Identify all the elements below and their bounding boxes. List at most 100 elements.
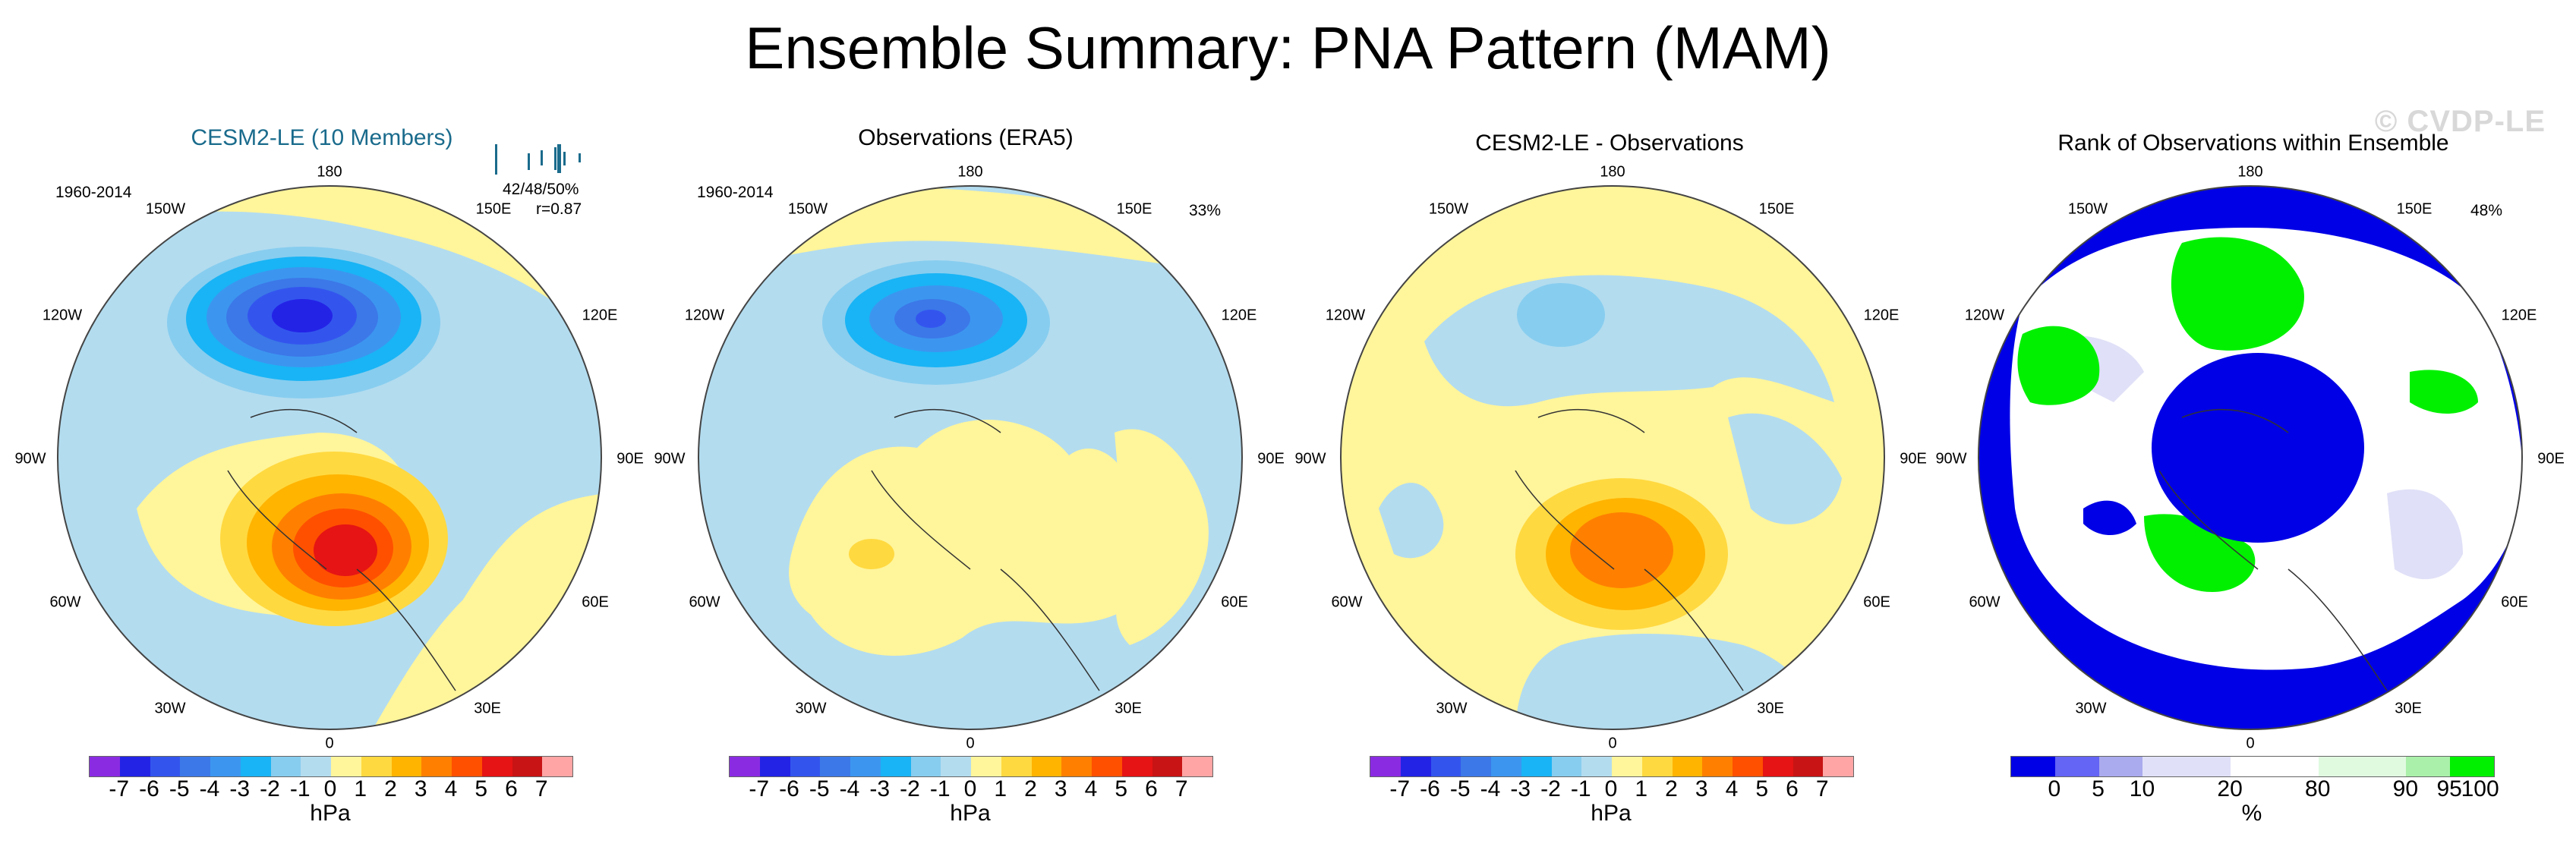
lon-label-bottom: 0 [966, 735, 975, 752]
lon-label-90e: 90E [1900, 450, 1927, 468]
colorbar-tick-label: -4 [839, 776, 860, 801]
lon-label-150e: 150E [2396, 200, 2433, 218]
polar-map [1978, 185, 2523, 730]
colorbar-tick-label: -3 [1510, 776, 1531, 801]
colorbar-tick-label: 95 [2436, 776, 2462, 801]
colorbar-swatch [1823, 757, 1853, 776]
colorbar-tick-label: -2 [1540, 776, 1561, 801]
colorbar-tick-label: -7 [1389, 776, 1411, 801]
colorbar-tick-label: 2 [1024, 776, 1037, 801]
lon-label-bottom: 0 [325, 735, 334, 752]
lon-label-60e: 60E [1221, 594, 1248, 611]
colorbar-tick-label: 4 [1084, 776, 1098, 801]
colorbar-swatch [910, 757, 941, 776]
colorbar-swatch [361, 757, 392, 776]
pattern-stats: 42/48/50% [503, 181, 579, 198]
colorbar-hpa [729, 756, 1213, 777]
colorbar-hpa [1370, 756, 1854, 777]
lon-label-30e: 30E [2395, 700, 2422, 717]
colorbar-tick-label: 100 [2461, 776, 2499, 801]
colorbar-swatch [971, 757, 1001, 776]
colorbar-swatch [2231, 757, 2275, 776]
colorbar-tick-label: 3 [414, 776, 427, 801]
colorbar-swatch [1152, 757, 1183, 776]
watermark: © CVDP-LE [2374, 105, 2546, 138]
colorbar-swatch [2054, 757, 2099, 776]
panel-title: Rank of Observations within Ensemble [2057, 131, 2449, 156]
lon-label-120w: 120W [1325, 307, 1366, 324]
colorbar-swatch [150, 757, 181, 776]
colorbar-tick-label: -3 [229, 776, 251, 801]
colorbar-swatch [1521, 757, 1552, 776]
lon-label-30e: 30E [1115, 700, 1142, 717]
colorbar-tick-label: 2 [384, 776, 397, 801]
colorbar-swatch [2142, 757, 2187, 776]
colorbar-swatch [1672, 757, 1703, 776]
lon-label-90e: 90E [2537, 450, 2565, 468]
lon-label-60e: 60E [1863, 594, 1890, 611]
colorbar-swatch [119, 757, 150, 776]
colorbar-unit: hPa [1591, 801, 1632, 826]
lon-label-bottom: 0 [1608, 735, 1617, 752]
colorbar-tick-label: -4 [1480, 776, 1501, 801]
polar-map [698, 185, 1243, 730]
colorbar-tick-label: 5 [1755, 776, 1769, 801]
colorbar-tick-label: 5 [1115, 776, 1128, 801]
colorbar-swatch [2450, 757, 2494, 776]
colorbar-swatch [452, 757, 482, 776]
colorbar-swatch [759, 757, 790, 776]
colorbar-tick-label: -4 [199, 776, 220, 801]
colorbar-tick-label: 4 [444, 776, 458, 801]
lon-label-150e: 150E [1116, 200, 1152, 218]
colorbar-swatch [421, 757, 452, 776]
colorbar-swatch [331, 757, 361, 776]
lon-label-90w: 90W [14, 450, 46, 468]
colorbar-tick-label: 1 [1635, 776, 1648, 801]
colorbar-unit: hPa [950, 801, 991, 826]
colorbar-swatch [301, 757, 331, 776]
colorbar-tick-label: 3 [1695, 776, 1708, 801]
colorbar-swatch [820, 757, 850, 776]
lon-label-120e: 120E [1863, 307, 1900, 324]
panel-observations: Observations (ERA5) 1960-2014 33% 180 0 … [644, 114, 1288, 847]
colorbar-swatch [1641, 757, 1673, 776]
colorbar-swatch [1612, 757, 1642, 776]
colorbar-swatch [2011, 757, 2055, 776]
colorbar-tick-label: 20 [2217, 776, 2243, 801]
colorbar-swatch [1461, 757, 1491, 776]
panel-cesm2-ensemble: CESM2-LE (10 Members) [0, 114, 644, 847]
colorbar-tick-label: 7 [534, 776, 548, 801]
colorbar-swatch [790, 757, 821, 776]
lon-label-30e: 30E [474, 700, 501, 717]
colorbar-swatch [1430, 757, 1461, 776]
colorbar-swatch [391, 757, 422, 776]
lon-label-30w: 30W [795, 700, 827, 717]
colorbar-tick-label: -1 [929, 776, 951, 801]
colorbar-tick-label: 0 [963, 776, 977, 801]
colorbar-swatch [1092, 757, 1122, 776]
colorbar-swatch [542, 757, 572, 776]
colorbar-tick-label: 1 [994, 776, 1007, 801]
lon-label-30w: 30W [1436, 700, 1468, 717]
colorbar-swatch [850, 757, 881, 776]
lon-label-60e: 60E [582, 594, 609, 611]
colorbar-swatch [512, 757, 543, 776]
colorbar-swatch [1031, 757, 1062, 776]
lon-label-60w: 60W [1969, 594, 2001, 611]
panel-title: CESM2-LE - Observations [1475, 131, 1744, 156]
colorbar-swatch [1400, 757, 1431, 776]
colorbar-swatch [1121, 757, 1152, 776]
colorbar-tick-label: -5 [169, 776, 190, 801]
colorbar-unit: % [2241, 801, 2262, 826]
colorbar-tick-label: 0 [2048, 776, 2061, 801]
colorbar-tick-label: -6 [1420, 776, 1440, 801]
colorbar-tick-label: 7 [1815, 776, 1829, 801]
colorbar-swatch [481, 757, 512, 776]
panel-rank: Rank of Observations within Ensemble 48%… [1931, 114, 2575, 847]
colorbar-hpa [89, 756, 573, 777]
lon-label-top: 180 [957, 163, 983, 181]
lon-label-30w: 30W [2075, 700, 2107, 717]
lon-label-90e: 90E [1257, 450, 1285, 468]
lon-label-120w: 120W [42, 307, 83, 324]
colorbar-tick-label: 4 [1725, 776, 1739, 801]
